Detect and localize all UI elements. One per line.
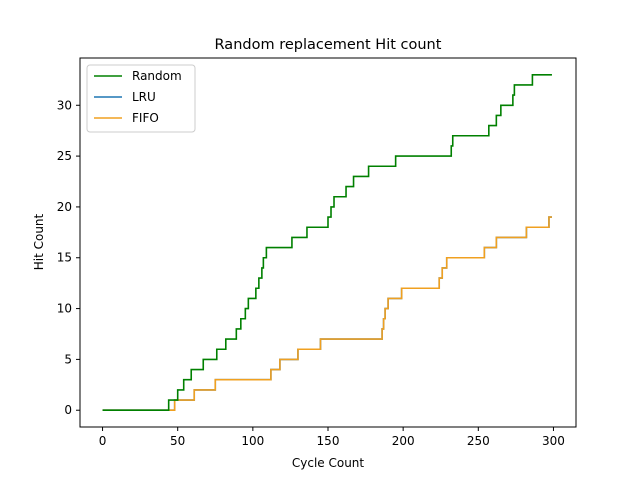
series-line-fifo [102, 216, 552, 412]
legend-box [86, 64, 196, 133]
x-tick-label: 200 [392, 434, 415, 448]
legend: Random LRU FIFO [86, 64, 196, 133]
x-axis-label: Cycle Count [292, 456, 365, 470]
y-tick-label: 0 [64, 403, 72, 417]
legend-label-fifo: FIFO [132, 111, 159, 125]
chart-title: Random replacement Hit count [215, 37, 442, 53]
x-tick-label: 150 [317, 434, 340, 448]
y-tick-label: 20 [57, 200, 72, 214]
series-line-random [102, 73, 552, 412]
x-tick-label: 100 [241, 434, 264, 448]
y-tick-label: 5 [64, 352, 72, 366]
y-tick-label: 25 [57, 149, 72, 163]
x-tick-label: 300 [542, 434, 565, 448]
legend-label-lru: LRU [132, 90, 156, 104]
legend-label-random: Random [132, 69, 182, 83]
y-tick-label: 30 [57, 98, 72, 112]
series-layer [102, 73, 552, 412]
y-axis-label: Hit Count [32, 213, 46, 270]
x-tick-label: 50 [170, 434, 185, 448]
y-tick-label: 15 [57, 251, 72, 265]
x-axis: 0 50 100 150 200 250 300 [99, 427, 565, 448]
x-tick-label: 0 [99, 434, 107, 448]
x-tick-label: 250 [467, 434, 490, 448]
y-tick-label: 10 [57, 302, 72, 316]
y-axis: 0 5 10 15 20 25 30 [57, 98, 80, 417]
